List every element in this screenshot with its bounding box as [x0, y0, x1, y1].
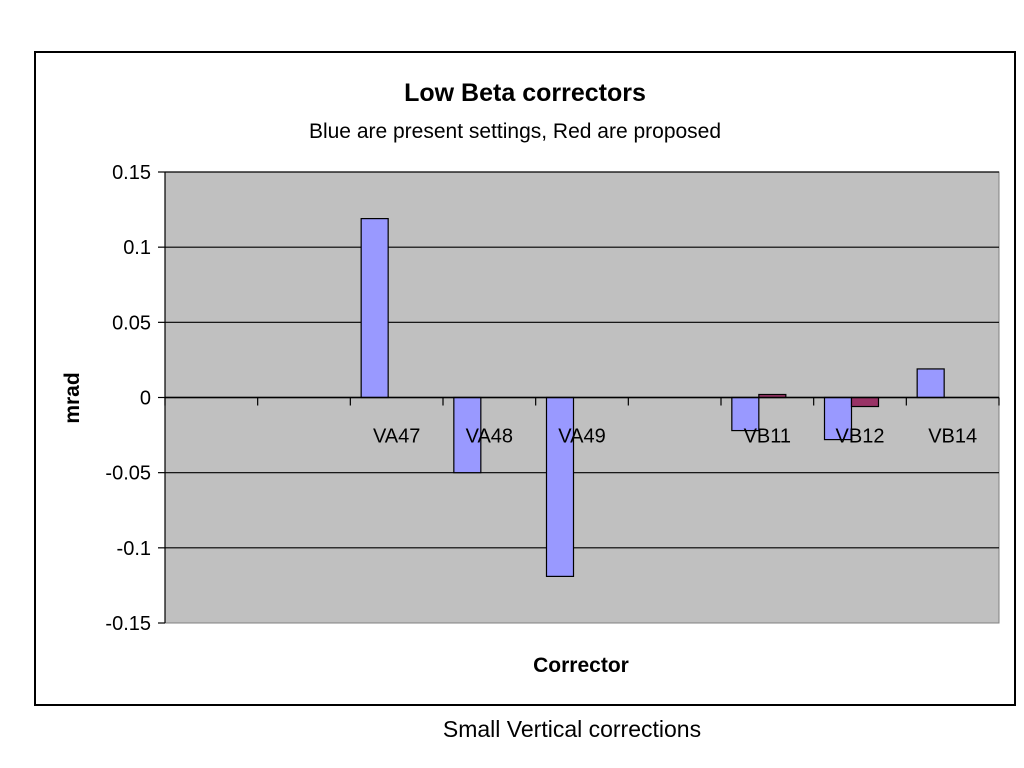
y-tick-label: 0	[140, 388, 151, 410]
bar	[453, 396, 482, 474]
x-tick-label: VA49	[558, 426, 605, 448]
x-tick-label: VB11	[744, 426, 791, 448]
bar	[916, 368, 945, 399]
x-tick-label: VA48	[466, 426, 513, 448]
chart-title: Low Beta correctors	[404, 79, 646, 107]
plot-area: 0.15 0.1 0.05 0 -0.05 -0.1 -0.15 VA47 VA48 VA49 VB…	[105, 162, 1000, 635]
x-tick-label: VA47	[373, 426, 420, 448]
figure-caption: Small Vertical corrections	[442, 716, 702, 742]
bar	[731, 396, 760, 432]
y-tick-label: -0.1	[117, 538, 151, 560]
y-axis-title: mrad	[61, 372, 84, 423]
x-tick-label: VB14	[928, 426, 977, 448]
bar	[545, 396, 575, 577]
x-tick-label: VB12	[836, 426, 885, 448]
y-tick-label: -0.15	[105, 613, 151, 635]
bar	[850, 396, 880, 408]
chart-subtitle: Blue are present settings, Red are propo…	[309, 120, 721, 143]
y-tick-label: 0.05	[112, 312, 151, 334]
y-tick-label: 0.15	[112, 162, 151, 184]
y-tick-label: -0.05	[105, 463, 151, 485]
x-axis-title: Corrector	[533, 654, 629, 677]
bar	[823, 396, 853, 441]
y-tick-label: 0.1	[123, 237, 151, 259]
bar	[360, 218, 389, 399]
